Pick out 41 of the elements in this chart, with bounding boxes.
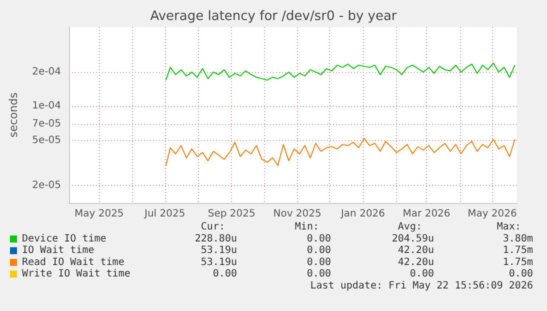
x-tick-label: Jul 2025 (143, 208, 186, 220)
text: 228.80u (194, 234, 237, 244)
line-series (165, 138, 516, 166)
legend-label: Write IO Wait time (22, 268, 130, 280)
x-tick-label: Mar 2026 (402, 208, 450, 220)
text: 1.75m (502, 256, 533, 268)
y-tick-label: 2e-04 (32, 66, 61, 78)
chart-title: Average latency for /dev/sr0 - by year (150, 9, 398, 24)
text: 0.00 (306, 268, 331, 280)
text: 0.00 (410, 268, 434, 280)
text: Max: (496, 222, 521, 232)
y-axis-title: seconds (7, 92, 20, 138)
legend-label: IO Wait time (22, 245, 94, 256)
text: 53.19u (200, 256, 237, 268)
text: 0.00 (212, 268, 237, 280)
text: Min: (294, 222, 319, 232)
x-tick-label: May 2025 (74, 208, 124, 220)
x-tick-label: Nov 2025 (273, 208, 322, 220)
text: Avg: (398, 222, 422, 232)
text: 204.59u (392, 234, 434, 244)
x-tick-label: Sep 2025 (208, 208, 256, 220)
x-tick-label: Jan 2026 (340, 208, 386, 220)
y-tick-label: 1e-04 (32, 100, 61, 112)
y-tick-label: 5e-05 (32, 134, 61, 146)
text: 0.00 (508, 268, 533, 280)
text: 53.19u (200, 245, 237, 256)
y-tick-label: 7e-05 (32, 118, 61, 130)
text: Cur: (200, 222, 225, 232)
text: 0.00 (306, 256, 331, 268)
text: 1.75m (502, 245, 533, 256)
line-series (165, 62, 516, 81)
legend-label: Device IO time (22, 234, 106, 244)
text: 0.00 (306, 245, 331, 256)
text: Last update: Fri May 22 15:56:09 2026 (310, 280, 533, 292)
text: 42.20u (398, 256, 434, 268)
y-tick-label: 2e-05 (32, 180, 61, 191)
text: 0.00 (306, 234, 331, 244)
legend-label: Read IO Wait time (22, 256, 124, 268)
x-tick-label: May 2026 (468, 208, 517, 220)
text: 3.80m (502, 234, 533, 244)
text: 42.20u (398, 245, 434, 256)
